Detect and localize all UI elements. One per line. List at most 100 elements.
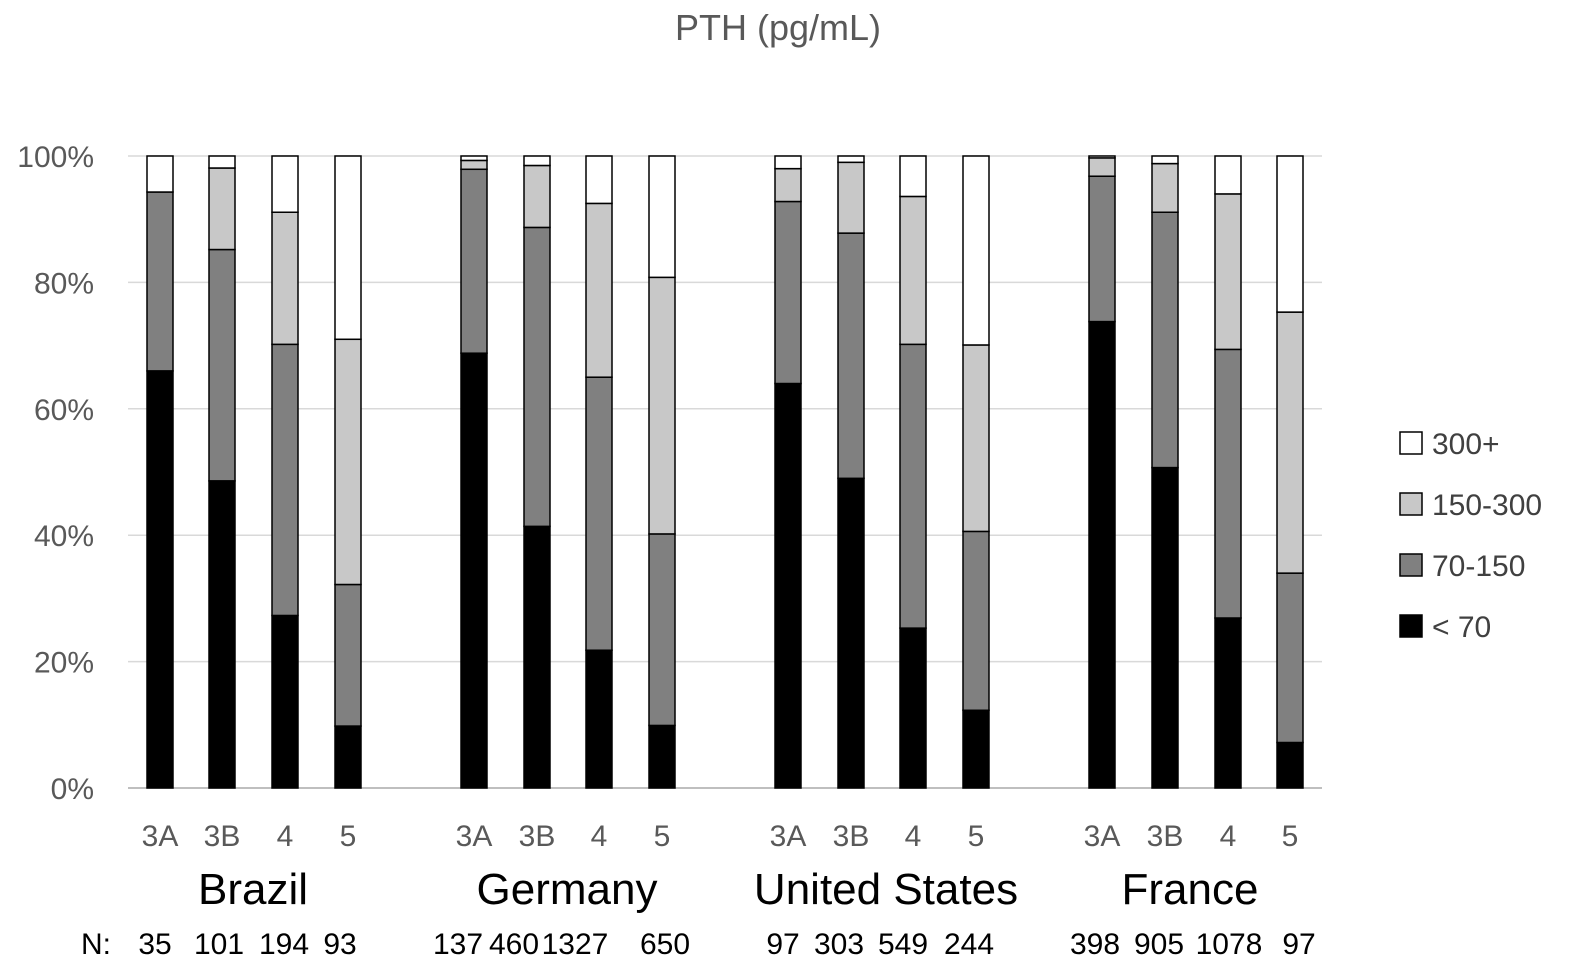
- bar-segment-france-5-300: [1276, 155, 1304, 313]
- bar-segment-brazil-3b-70-150: [208, 248, 236, 482]
- bar-segment-france-4-70: [1214, 617, 1242, 789]
- n-value: 137: [433, 928, 483, 961]
- bar-segment-france-3b-150-300: [1151, 162, 1179, 213]
- x-tick-label: 5: [654, 820, 671, 853]
- bar-segment-brazil-3b-70: [208, 480, 236, 789]
- x-axis-labels: 3A 3B 4 5 3A 3B 4 5 3A 3B 4 5 3A 3B 4 5: [142, 820, 1299, 853]
- n-value: 460: [489, 928, 539, 961]
- bar-segment-germany-3a-70-150: [460, 168, 488, 354]
- bar-segment-united-states-3b-70-150: [837, 232, 865, 480]
- bar-segment-united-states-4-70: [899, 627, 927, 789]
- bar-segment-united-states-5-70: [962, 709, 990, 789]
- bar-segment-brazil-3b-150-300: [208, 167, 236, 251]
- n-value: 97: [1282, 928, 1315, 961]
- y-tick-label: 20%: [34, 647, 94, 680]
- legend-swatch-70-150: [1399, 553, 1423, 577]
- x-tick-label: 4: [277, 820, 294, 853]
- bar-segment-united-states-3b-70: [837, 477, 865, 789]
- bar-segment-united-states-5-150-300: [962, 344, 990, 533]
- bar-segment-germany-3b-70: [523, 525, 551, 789]
- bar-segment-france-3b-70: [1151, 466, 1179, 789]
- bar-segment-germany-3b-150-300: [523, 164, 551, 229]
- bar-segment-france-3b-300: [1151, 155, 1179, 165]
- bar-segment-france-3a-70: [1088, 320, 1116, 789]
- x-tick-label: 3B: [519, 820, 556, 853]
- y-tick-label: 60%: [34, 394, 94, 427]
- x-tick-label: 4: [591, 820, 608, 853]
- group-label-united-states: United States: [754, 865, 1018, 914]
- bar-segment-germany-3b-70-150: [523, 226, 551, 528]
- bar-segment-france-3a-70-150: [1088, 175, 1116, 323]
- bar-segment-united-states-3a-150-300: [774, 167, 802, 203]
- bar-segment-brazil-4-70-150: [271, 343, 299, 617]
- bar-segment-germany-4-300: [585, 155, 613, 205]
- bar-segment-brazil-3a-300: [146, 155, 174, 193]
- bar-segment-brazil-3a-70-150: [146, 191, 174, 372]
- n-value: 93: [323, 928, 356, 961]
- x-tick-label: 5: [968, 820, 985, 853]
- n-row: N: 35 101 194 93 137 460 1327 650 97 303 549 244 398 9…: [81, 928, 1316, 961]
- legend-label-300: 300+: [1432, 428, 1500, 461]
- n-value: 35: [138, 928, 171, 961]
- x-tick-label: 4: [905, 820, 922, 853]
- legend-swatch-70: [1399, 614, 1423, 638]
- bar-segment-france-4-300: [1214, 155, 1242, 195]
- legend-swatch-150-300: [1399, 492, 1423, 516]
- bar-segment-brazil-3b-300: [208, 155, 236, 169]
- legend-label-70-150: 70-150: [1432, 550, 1525, 583]
- n-value: 101: [194, 928, 244, 961]
- bar-segment-brazil-4-300: [271, 155, 299, 213]
- n-row-label: N:: [81, 928, 111, 961]
- y-tick-label: 80%: [34, 267, 94, 300]
- n-value: 549: [878, 928, 928, 961]
- y-tick-label: 0%: [51, 773, 94, 806]
- legend-label-150-300: 150-300: [1432, 489, 1542, 522]
- group-label-france: France: [1122, 865, 1259, 914]
- bar-segment-united-states-4-150-300: [899, 195, 927, 346]
- n-value: 650: [640, 928, 690, 961]
- bar-segment-united-states-4-300: [899, 155, 927, 198]
- n-value: 303: [814, 928, 864, 961]
- n-value: 398: [1070, 928, 1120, 961]
- x-tick-label: 5: [340, 820, 357, 853]
- bar-segment-germany-3b-300: [523, 155, 551, 167]
- bar-segment-united-states-3a-70: [774, 382, 802, 789]
- bar-segment-germany-5-150-300: [648, 276, 676, 535]
- x-tick-label: 3A: [770, 820, 807, 853]
- n-value: 244: [944, 928, 994, 961]
- bar-segment-united-states-5-300: [962, 155, 990, 346]
- bar-segment-germany-3a-300: [460, 155, 488, 162]
- legend-label-70: < 70: [1432, 611, 1491, 644]
- group-label-germany: Germany: [477, 865, 658, 914]
- bar-segment-united-states-3b-300: [837, 155, 865, 164]
- bar-segment-germany-5-70-150: [648, 533, 676, 727]
- x-tick-label: 3A: [142, 820, 179, 853]
- bar-segment-brazil-5-70: [334, 725, 362, 789]
- bar-segment-germany-4-70-150: [585, 376, 613, 651]
- bar-segment-brazil-5-150-300: [334, 338, 362, 586]
- y-tick-label: 100%: [17, 141, 94, 174]
- bar-segment-france-5-70-150: [1276, 572, 1304, 744]
- x-tick-label: 3A: [1084, 820, 1121, 853]
- bar-segment-france-3b-70-150: [1151, 211, 1179, 469]
- bar-segment-germany-4-150-300: [585, 202, 613, 378]
- bars: [146, 155, 1304, 789]
- bar-segment-germany-4-70: [585, 649, 613, 789]
- x-tick-label: 4: [1220, 820, 1237, 853]
- grid-lines: [128, 155, 1322, 789]
- legend-swatch-300: [1399, 431, 1423, 455]
- bar-segment-france-4-70-150: [1214, 348, 1242, 619]
- n-value: 194: [259, 928, 309, 961]
- chart-title: PTH (pg/mL): [675, 7, 881, 48]
- bar-segment-france-3a-150-300: [1088, 157, 1116, 177]
- bar-segment-brazil-4-70: [271, 614, 299, 789]
- bar-segment-brazil-5-300: [334, 155, 362, 341]
- x-tick-label: 3A: [456, 820, 493, 853]
- bar-segment-united-states-3a-70-150: [774, 200, 802, 385]
- x-tick-label: 3B: [204, 820, 241, 853]
- bar-segment-germany-5-70: [648, 724, 676, 789]
- bar-segment-germany-3a-70: [460, 352, 488, 789]
- bar-segment-france-4-150-300: [1214, 193, 1242, 351]
- bar-segment-germany-5-300: [648, 155, 676, 279]
- x-tick-label: 3B: [833, 820, 870, 853]
